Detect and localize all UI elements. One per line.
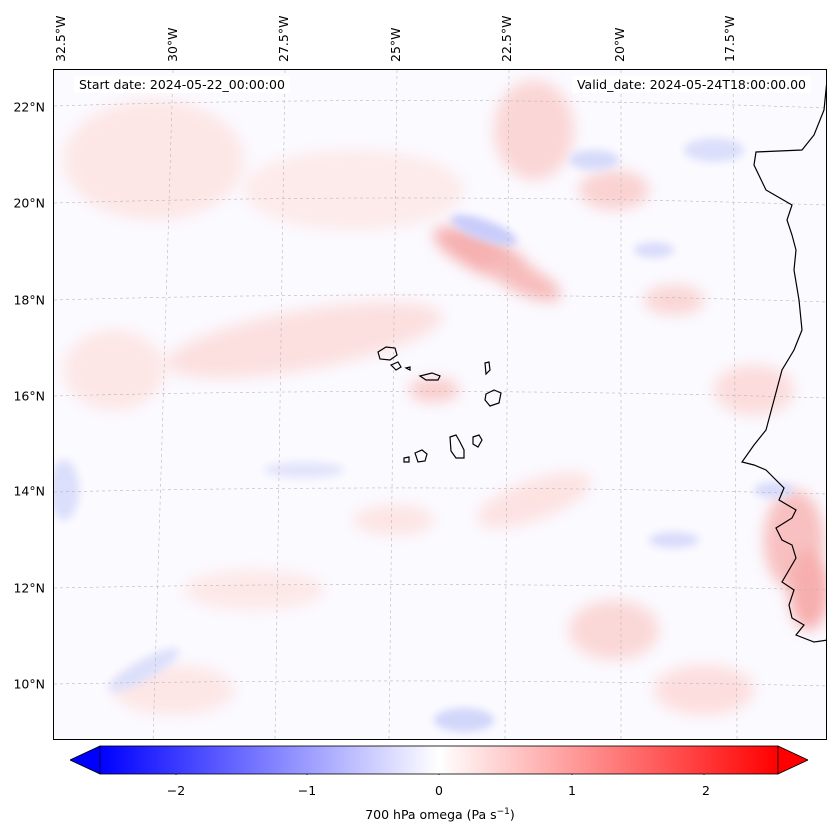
map-panel — [53, 69, 827, 740]
colorbar-label: 700 hPa omega (Pa s−1) — [365, 807, 515, 822]
colorbar-tick-1: 1 — [568, 783, 576, 798]
island-sao-nicolau — [418, 372, 441, 381]
island-santa-luzia — [404, 366, 411, 371]
lon-label-32-5w: 32.5°W — [53, 15, 68, 62]
lat-label-22n: 22°N — [13, 99, 45, 115]
colorbar-tick-minus-1: −1 — [297, 783, 317, 798]
west-africa-coastline — [741, 83, 826, 643]
island-santiago — [449, 434, 465, 459]
lon-label-17-5w: 17.5°W — [722, 15, 737, 62]
island-santo-antao — [377, 346, 398, 361]
colorbar — [70, 745, 808, 775]
island-sao-vicente — [389, 361, 402, 371]
lat-label-12n: 12°N — [13, 580, 45, 596]
colorbar-max-extend — [777, 745, 808, 775]
start-date-label: Start date: 2024-05-22_00:00:00 — [74, 76, 290, 93]
lat-label-14n: 14°N — [13, 483, 45, 499]
colorbar-min-extend — [70, 745, 101, 775]
colorbar-gradient — [99, 745, 779, 775]
valid-date-label: Valid_date: 2024-05-24T18:00:00.00 — [571, 76, 811, 93]
colorbar-tick-2: 2 — [702, 783, 710, 798]
colorbar-label-exponent: −1 — [496, 807, 510, 817]
island-boa-vista — [484, 389, 502, 407]
colorbar-tick-0: 0 — [435, 783, 443, 798]
colorbar-label-close: ) — [509, 807, 515, 823]
omega-field-positive — [64, 80, 826, 715]
lon-label-22-5w: 22.5°W — [499, 15, 514, 62]
island-brava — [403, 456, 410, 463]
omega-field-map — [54, 70, 826, 739]
graticule — [54, 70, 826, 739]
lat-label-18n: 18°N — [13, 292, 45, 308]
lon-label-30w: 30°W — [165, 27, 180, 62]
lon-label-27-5w: 27.5°W — [276, 15, 291, 62]
coastline — [377, 83, 826, 643]
island-fogo — [414, 449, 428, 463]
lat-label-20n: 20°N — [13, 195, 45, 211]
lat-label-16n: 16°N — [13, 388, 45, 404]
lon-label-20w: 20°W — [612, 27, 627, 62]
omega-field-negative — [54, 138, 794, 732]
lat-label-10n: 10°N — [13, 676, 45, 692]
colorbar-label-text: 700 hPa omega (Pa s — [365, 807, 497, 823]
colorbar-tick-minus-2: −2 — [166, 783, 186, 798]
lon-label-25w: 25°W — [388, 27, 403, 62]
island-sal — [484, 361, 491, 376]
island-maio — [472, 434, 483, 448]
